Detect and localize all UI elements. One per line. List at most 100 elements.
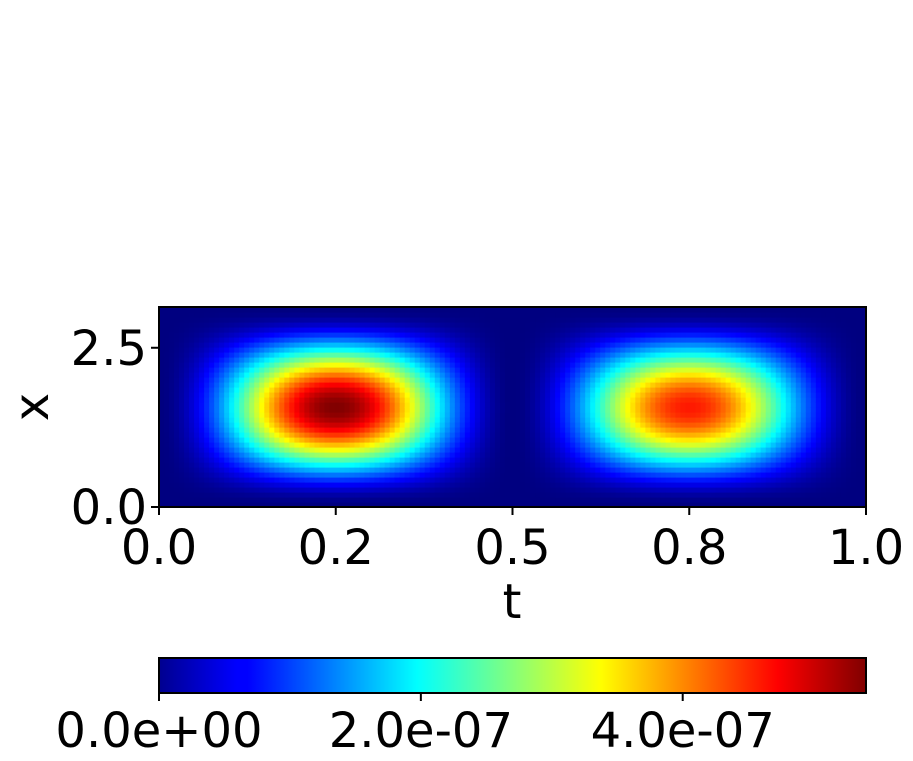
heatmap-cell — [179, 422, 185, 428]
heatmap-cell — [289, 412, 295, 418]
heatmap-cell — [469, 412, 476, 418]
heatmap-cell — [299, 377, 306, 383]
heatmap-cell — [590, 442, 596, 448]
heatmap-cell — [404, 497, 411, 503]
heatmap-cell — [760, 402, 767, 408]
heatmap-cell — [304, 452, 311, 458]
heatmap-cell — [509, 437, 516, 443]
heatmap-cell — [349, 477, 356, 483]
heatmap-cell — [419, 407, 426, 413]
heatmap-cell — [404, 397, 411, 403]
heatmap-cell — [655, 502, 662, 508]
heatmap-cell — [650, 382, 656, 388]
heatmap-cell — [479, 467, 486, 473]
heatmap-cell — [244, 437, 250, 443]
heatmap-cell — [414, 332, 421, 338]
heatmap-cell — [695, 477, 702, 483]
heatmap-cell — [585, 407, 591, 413]
heatmap-cell — [179, 392, 185, 398]
heatmap-cell — [600, 422, 606, 428]
heatmap-cell — [725, 477, 732, 483]
heatmap-cell — [675, 462, 682, 468]
heatmap-cell — [530, 467, 536, 473]
heatmap-cell — [690, 372, 697, 378]
heatmap-cell — [715, 407, 722, 413]
heatmap-cell — [690, 452, 697, 458]
heatmap-cell — [174, 477, 180, 483]
heatmap-cell — [204, 397, 210, 403]
heatmap-cell — [484, 417, 491, 423]
heatmap-cell — [520, 467, 526, 473]
heatmap-cell — [459, 382, 466, 388]
heatmap-cell — [414, 327, 421, 333]
heatmap-cell — [635, 412, 641, 418]
heatmap-cell — [570, 347, 576, 353]
heatmap-cell — [299, 447, 306, 453]
heatmap-cell — [575, 352, 581, 358]
heatmap-cell — [399, 342, 406, 348]
heatmap-cell — [615, 342, 621, 348]
heatmap-cell — [610, 447, 616, 453]
heatmap-cell — [329, 462, 336, 468]
heatmap-cell — [725, 482, 732, 488]
heatmap-cell — [540, 317, 546, 323]
heatmap-cell — [184, 492, 190, 498]
heatmap-cell — [499, 367, 506, 373]
heatmap-cell — [775, 322, 782, 328]
heatmap-cell — [760, 412, 767, 418]
heatmap-cell — [299, 502, 306, 508]
heatmap-cell — [279, 362, 285, 368]
heatmap-cell — [184, 397, 190, 403]
heatmap-cell — [404, 382, 411, 388]
heatmap-cell — [780, 322, 787, 328]
heatmap-cell — [334, 497, 341, 503]
heatmap-cell — [249, 492, 255, 498]
heatmap-cell — [439, 447, 446, 453]
heatmap-cell — [449, 352, 456, 358]
heatmap-cell — [229, 307, 235, 313]
heatmap-cell — [249, 472, 255, 478]
heatmap-cell — [469, 372, 476, 378]
heatmap-cell — [234, 422, 240, 428]
heatmap-cell — [695, 487, 702, 493]
heatmap-cell — [690, 502, 697, 508]
heatmap-cell — [680, 337, 687, 343]
heatmap-cell — [720, 452, 727, 458]
heatmap-cell — [585, 392, 591, 398]
heatmap-cell — [745, 367, 752, 373]
heatmap-cell — [780, 477, 787, 483]
heatmap-cell — [174, 442, 180, 448]
heatmap-cell — [409, 342, 416, 348]
heatmap-cell — [760, 477, 767, 483]
heatmap-cell — [189, 457, 195, 463]
heatmap-cell — [459, 497, 466, 503]
heatmap-cell — [414, 342, 421, 348]
heatmap-cell — [389, 347, 396, 353]
heatmap-cell — [755, 457, 762, 463]
heatmap-cell — [645, 472, 651, 478]
heatmap-cell — [364, 497, 371, 503]
heatmap-cell — [555, 417, 561, 423]
heatmap-cell — [670, 462, 677, 468]
heatmap-cell — [499, 332, 506, 338]
heatmap-cell — [555, 327, 561, 333]
heatmap-cell — [409, 457, 416, 463]
heatmap-cell — [429, 337, 436, 343]
heatmap-cell — [710, 342, 717, 348]
heatmap-cell — [354, 352, 361, 358]
heatmap-cell — [169, 492, 175, 498]
heatmap-cell — [705, 367, 712, 373]
heatmap-cell — [580, 417, 586, 423]
heatmap-cell — [459, 427, 466, 433]
heatmap-cell — [645, 362, 651, 368]
heatmap-cell — [259, 357, 265, 363]
heatmap-cell — [605, 492, 611, 498]
heatmap-cell — [740, 412, 747, 418]
heatmap-cell — [770, 362, 777, 368]
heatmap-cell — [560, 467, 566, 473]
heatmap-cell — [540, 452, 546, 458]
heatmap-cell — [545, 337, 551, 343]
heatmap-cell — [334, 377, 341, 383]
heatmap-cell — [314, 322, 321, 328]
heatmap-cell — [264, 502, 270, 508]
